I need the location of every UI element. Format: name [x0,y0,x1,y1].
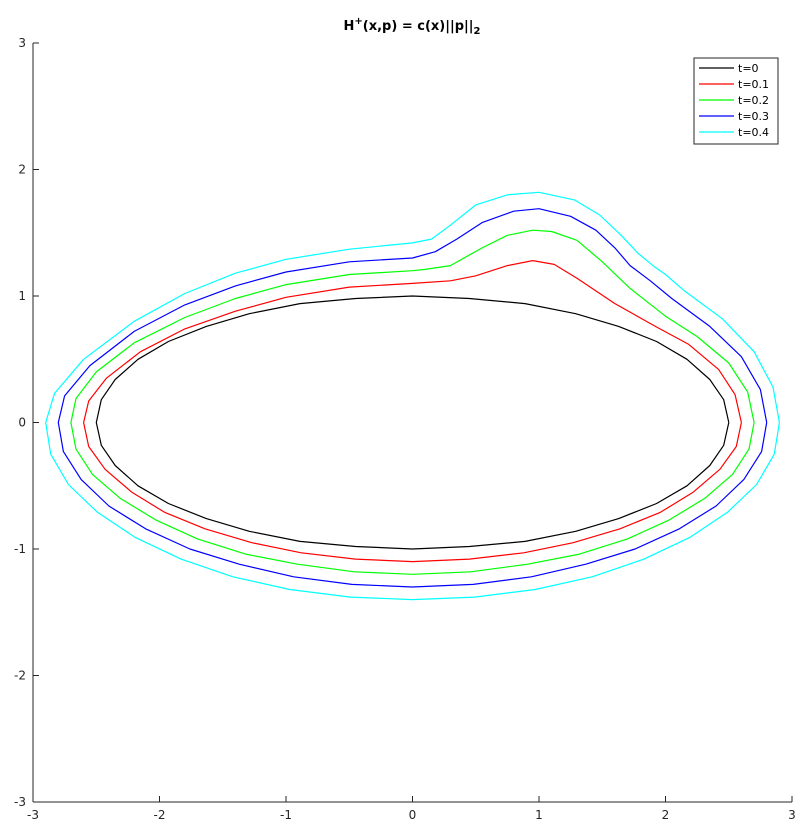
legend-label: t=0.2 [738,94,769,107]
legend-label: t=0.4 [738,126,769,139]
y-tick-label: 3 [18,36,26,50]
chart-title-main: H [344,19,355,34]
y-tick-label: 2 [18,163,26,177]
legend-box [693,57,779,145]
x-tick-label: -1 [280,808,292,822]
series-line-t=0.3 [57,208,768,588]
legend-label: t=0.1 [738,78,769,91]
x-tick-label: 2 [662,808,670,822]
x-tick-label: 3 [788,808,796,822]
chart-title: H+(x,p) = c(x)||p||2 [344,16,481,37]
axes: -3 -2 -1 0 1 2 3 -3 -2 -1 0 1 2 3 [14,36,796,822]
chart-title-sup: + [354,16,362,27]
y-tick-label: 0 [18,416,26,430]
legend: t=0 t=0.1 t=0.2 t=0.3 t=0.4 [693,57,779,145]
chart-title-sub: 2 [474,26,481,37]
series-line-t=0 [95,295,730,550]
x-tick-label: 0 [409,808,417,822]
series-line-t=0.1 [82,260,742,563]
legend-label: t=0 [738,62,759,75]
y-tick-label: -3 [14,795,26,809]
legend-label: t=0.3 [738,110,769,123]
y-tick-label: -2 [14,669,26,683]
y-tick-label: 1 [18,289,26,303]
series-layer [45,191,780,601]
series-line-t=0.4 [45,191,780,601]
chart-title-mid: (x,p) = c(x)||p|| [363,19,474,34]
x-tick-label: -3 [27,808,39,822]
x-tick-label: 1 [535,808,543,822]
y-tick-label: -1 [14,542,26,556]
x-tick-label: -2 [154,808,166,822]
series-line-t=0.2 [70,229,755,575]
